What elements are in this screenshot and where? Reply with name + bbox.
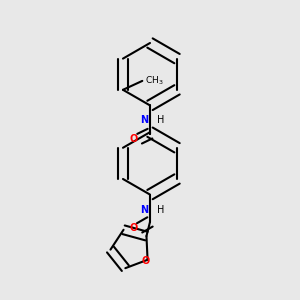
- Text: N: N: [141, 205, 149, 215]
- Text: CH$_3$: CH$_3$: [145, 75, 164, 87]
- Text: O: O: [142, 256, 150, 266]
- Text: O: O: [130, 134, 138, 144]
- Text: O: O: [130, 223, 138, 233]
- Text: H: H: [158, 205, 165, 215]
- Text: N: N: [141, 115, 149, 125]
- Text: H: H: [158, 115, 165, 125]
